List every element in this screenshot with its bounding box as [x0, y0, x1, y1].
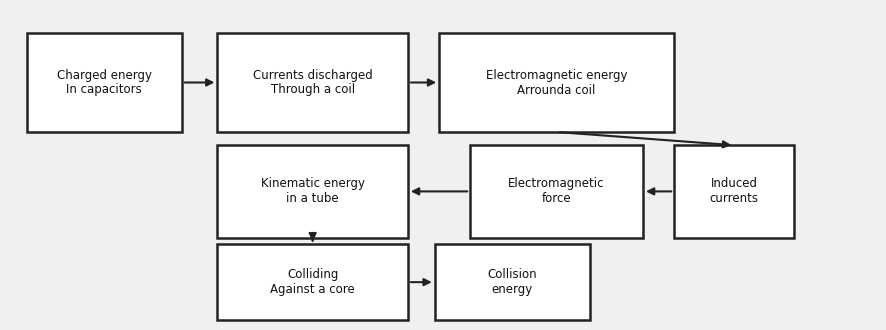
FancyBboxPatch shape [217, 145, 408, 238]
FancyBboxPatch shape [439, 33, 673, 132]
Text: Charged energy
In capacitors: Charged energy In capacitors [57, 69, 152, 96]
FancyBboxPatch shape [673, 145, 793, 238]
FancyBboxPatch shape [217, 33, 408, 132]
FancyBboxPatch shape [217, 244, 408, 320]
Text: Collision
energy: Collision energy [487, 268, 536, 296]
Text: Induced
currents: Induced currents [709, 178, 758, 205]
Text: Colliding
Against a core: Colliding Against a core [270, 268, 354, 296]
Text: Electromagnetic energy
Arrounda coil: Electromagnetic energy Arrounda coil [486, 69, 626, 96]
FancyBboxPatch shape [27, 33, 182, 132]
Text: Kinematic energy
in a tube: Kinematic energy in a tube [260, 178, 364, 205]
Text: Electromagnetic
force: Electromagnetic force [508, 178, 604, 205]
FancyBboxPatch shape [470, 145, 642, 238]
Text: Currents discharged
Through a coil: Currents discharged Through a coil [253, 69, 372, 96]
FancyBboxPatch shape [434, 244, 589, 320]
